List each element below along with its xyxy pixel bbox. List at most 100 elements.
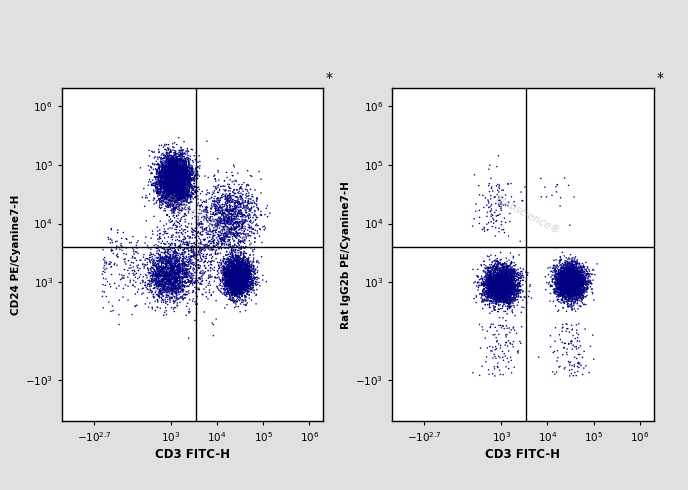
Point xyxy=(187,214,198,222)
Point xyxy=(172,172,183,179)
Point xyxy=(168,248,179,256)
Point xyxy=(570,335,581,343)
Point xyxy=(565,280,576,288)
Point xyxy=(561,274,572,282)
Point xyxy=(549,264,560,272)
Point xyxy=(241,290,252,298)
Point xyxy=(166,186,177,194)
Point xyxy=(166,188,177,196)
Point xyxy=(160,184,171,192)
Point xyxy=(491,284,502,292)
Point xyxy=(219,177,230,185)
Point xyxy=(498,291,509,298)
Point xyxy=(235,189,246,197)
Point xyxy=(202,212,213,220)
Point xyxy=(494,283,505,291)
Point xyxy=(171,182,182,190)
Point xyxy=(561,348,572,356)
Point xyxy=(179,182,190,190)
Point xyxy=(155,182,166,190)
Point xyxy=(169,283,180,291)
Point xyxy=(501,279,512,287)
Point xyxy=(235,263,246,271)
Point xyxy=(163,191,174,198)
Point xyxy=(226,270,237,277)
Point xyxy=(230,257,241,265)
Point xyxy=(500,273,511,281)
Point xyxy=(482,301,493,309)
Point xyxy=(155,173,166,181)
Point xyxy=(226,206,237,214)
Point xyxy=(223,187,234,195)
Point xyxy=(564,289,575,297)
Point xyxy=(235,249,246,257)
Point xyxy=(164,204,175,212)
Point xyxy=(556,296,567,304)
Point xyxy=(491,263,502,270)
Point xyxy=(224,220,235,228)
Point xyxy=(172,163,183,171)
Point xyxy=(166,266,178,274)
Point xyxy=(508,291,519,298)
Point xyxy=(497,304,508,312)
Point xyxy=(494,288,505,296)
Point xyxy=(507,294,518,301)
Point xyxy=(552,262,563,270)
Point xyxy=(565,274,576,282)
Point xyxy=(188,165,199,172)
Point xyxy=(565,275,576,283)
Point xyxy=(215,208,226,216)
Point xyxy=(237,285,248,293)
Point xyxy=(171,176,182,184)
Point xyxy=(228,281,239,289)
Point xyxy=(485,304,496,312)
Point xyxy=(167,181,178,189)
Point xyxy=(187,168,198,176)
Point xyxy=(236,276,247,284)
Point xyxy=(168,185,179,193)
Point xyxy=(560,277,571,285)
Point xyxy=(166,290,178,297)
Point xyxy=(241,255,252,263)
Point xyxy=(168,282,179,290)
Point xyxy=(154,258,165,266)
Point xyxy=(220,270,231,278)
Point xyxy=(157,266,168,273)
Point xyxy=(169,184,180,192)
Point xyxy=(178,174,189,182)
Point xyxy=(161,171,172,178)
Point xyxy=(232,283,243,291)
Point xyxy=(246,205,257,213)
Point xyxy=(557,282,568,290)
Point xyxy=(487,292,498,300)
Point xyxy=(182,174,193,182)
Point xyxy=(236,267,247,275)
Point xyxy=(175,176,186,184)
Point xyxy=(481,284,492,292)
Point xyxy=(486,292,497,299)
Point xyxy=(243,197,254,205)
Point xyxy=(479,285,490,293)
Point xyxy=(180,173,191,181)
Point xyxy=(224,195,235,203)
Point xyxy=(473,265,484,273)
Point xyxy=(238,265,249,273)
Point xyxy=(167,171,178,178)
Point xyxy=(233,275,244,283)
Point xyxy=(230,205,241,213)
Point xyxy=(241,262,252,270)
Point xyxy=(162,153,173,161)
Point xyxy=(163,246,174,254)
Point xyxy=(494,196,505,204)
Point xyxy=(229,276,240,284)
Point xyxy=(567,281,578,289)
Point xyxy=(167,266,178,274)
Point xyxy=(503,299,514,307)
Point xyxy=(149,293,160,301)
Point xyxy=(508,299,519,307)
Point xyxy=(562,288,573,296)
Point xyxy=(173,201,184,209)
Point xyxy=(174,202,185,210)
Point xyxy=(180,161,191,169)
Point xyxy=(178,258,189,266)
